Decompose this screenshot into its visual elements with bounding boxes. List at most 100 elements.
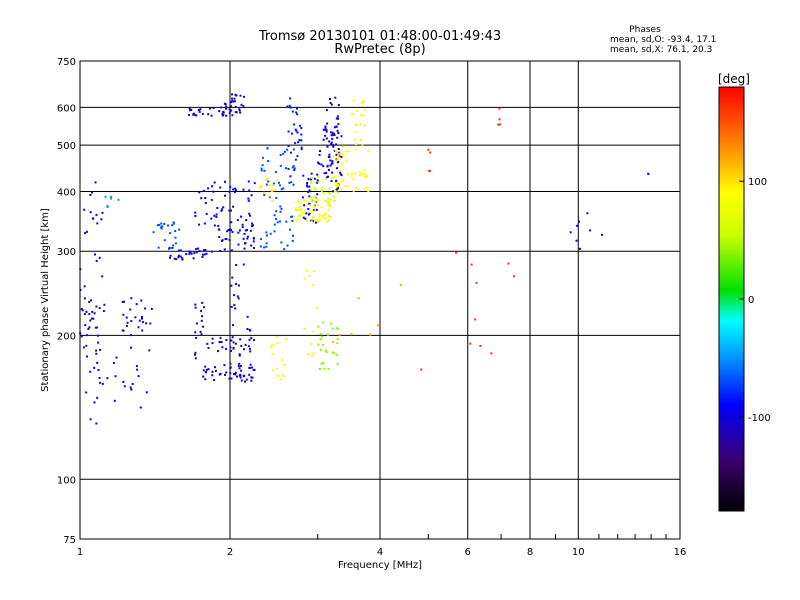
echo-point	[323, 367, 326, 370]
echo-point	[114, 375, 117, 378]
echo-point	[352, 189, 355, 192]
echo-point	[250, 222, 253, 225]
echo-point	[231, 93, 233, 96]
echo-point	[285, 337, 288, 340]
echo-point	[358, 171, 361, 174]
echo-point	[224, 194, 227, 197]
echo-point	[220, 240, 223, 242]
echo-point	[212, 107, 215, 110]
echo-point	[336, 327, 339, 330]
echo-point	[296, 200, 299, 203]
echo-point	[84, 232, 87, 235]
echo-point	[188, 252, 191, 255]
echo-point	[325, 130, 328, 133]
echo-point	[244, 380, 247, 383]
echo-point	[325, 137, 328, 140]
echo-point	[194, 306, 197, 309]
echo-point	[232, 347, 235, 350]
echo-point	[319, 349, 322, 351]
echo-point	[304, 200, 307, 203]
echo-point	[332, 190, 334, 193]
echo-point	[307, 353, 309, 356]
echo-point	[226, 230, 229, 233]
echo-point	[204, 378, 207, 381]
echo-point	[345, 159, 348, 162]
echo-point	[229, 372, 232, 375]
echo-point	[329, 98, 331, 100]
echo-point	[276, 342, 279, 344]
echo-point	[288, 104, 291, 107]
echo-point	[331, 160, 334, 163]
echo-point	[137, 375, 140, 378]
echo-point	[276, 336, 279, 338]
echo-point	[234, 371, 237, 374]
echo-point	[89, 319, 92, 322]
echo-point	[291, 239, 294, 242]
echo-point	[300, 146, 303, 149]
echo-point	[282, 375, 285, 378]
x-tick-label: 4	[377, 547, 383, 558]
echo-point	[110, 195, 113, 198]
echo-point	[428, 169, 431, 172]
echo-point	[230, 377, 233, 380]
echo-point	[335, 143, 338, 146]
echo-point	[232, 324, 234, 327]
echo-point	[235, 264, 238, 266]
echo-point	[327, 209, 330, 212]
echo-point	[199, 108, 202, 111]
echo-point	[273, 223, 276, 226]
echo-point	[298, 205, 301, 208]
echo-point	[356, 110, 359, 113]
echo-point	[355, 186, 357, 189]
echo-point	[315, 221, 317, 224]
echo-point	[335, 153, 338, 156]
echo-point	[230, 349, 232, 352]
echo-point	[230, 109, 233, 112]
echo-point	[337, 148, 340, 150]
echo-point	[322, 362, 325, 365]
echo-point	[328, 156, 331, 159]
echo-point	[336, 156, 339, 159]
echo-point	[138, 319, 141, 322]
echo-point	[354, 131, 357, 134]
echo-point	[244, 242, 247, 244]
echo-point	[242, 105, 245, 108]
echo-point	[362, 114, 365, 117]
echo-point	[283, 248, 286, 251]
echo-point	[363, 175, 366, 178]
echo-point	[307, 178, 310, 181]
echo-point	[203, 306, 205, 309]
echo-point	[308, 189, 311, 192]
echo-point	[96, 222, 99, 225]
echo-point	[202, 325, 205, 328]
echo-point	[263, 169, 266, 172]
echo-point	[328, 187, 331, 190]
echo-point	[296, 113, 299, 116]
echo-point	[260, 169, 263, 172]
echo-point	[213, 379, 216, 382]
echo-point	[279, 220, 281, 223]
echo-point	[346, 173, 349, 176]
echo-point	[158, 223, 161, 226]
echo-point	[336, 191, 339, 194]
echo-point	[337, 117, 340, 120]
echo-point	[312, 220, 314, 223]
echo-point	[327, 169, 330, 171]
echo-point	[282, 152, 285, 155]
echo-point	[364, 109, 367, 112]
echo-point	[335, 117, 338, 120]
echo-point	[293, 167, 296, 170]
echo-point	[310, 343, 313, 346]
echo-point	[91, 310, 94, 313]
echo-point	[364, 169, 367, 172]
echo-point	[101, 382, 104, 385]
echo-point	[232, 205, 235, 208]
echo-point	[137, 326, 140, 329]
echo-point	[337, 155, 340, 158]
echo-point	[237, 297, 240, 300]
echo-point	[230, 101, 233, 104]
echo-point	[100, 218, 103, 221]
echo-point	[295, 129, 298, 132]
echo-point	[317, 221, 320, 224]
echo-point	[247, 199, 250, 202]
